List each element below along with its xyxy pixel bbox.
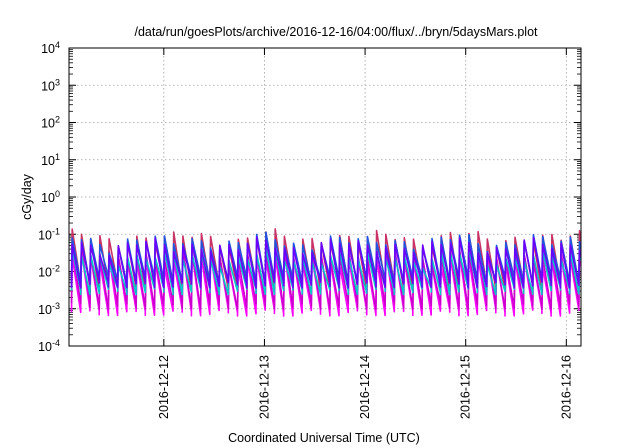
series-line (70, 236, 581, 289)
y-tick-label: 104 (41, 40, 60, 56)
y-axis-label: cGy/day (20, 173, 34, 220)
x-tick-label: 2016-12-15 (459, 355, 473, 419)
y-tick-label: 100 (41, 189, 60, 205)
x-axis-label: Coordinated Universal Time (UTC) (228, 431, 420, 445)
x-tick-label: 2016-12-12 (157, 355, 171, 419)
x-tick-labels: 2016-12-12 2016-12-13 2016-12-14 2016-12-15… (157, 355, 574, 419)
y-tick-label: 102 (41, 115, 60, 131)
y-tick-label: 10-1 (38, 226, 60, 242)
y-tick-label: 10-4 (38, 338, 60, 354)
y-tick-label: 10-3 (38, 301, 60, 317)
chart-title: /data/run/goesPlots/archive/2016-12-16/0… (134, 25, 538, 39)
y-tick-label: 103 (41, 77, 60, 93)
x-tick-label: 2016-12-16 (559, 355, 573, 419)
plot-frame (68, 47, 582, 347)
x-tick-label: 2016-12-13 (257, 355, 271, 419)
y-tick-label: 101 (41, 152, 60, 168)
y-tick-label: 10-2 (38, 264, 60, 280)
series-group (70, 228, 581, 317)
y-tick-labels: 104 103 102 101 100 10-1 10-2 10-3 10-4 (38, 40, 60, 354)
x-tick-label: 2016-12-14 (358, 355, 372, 419)
